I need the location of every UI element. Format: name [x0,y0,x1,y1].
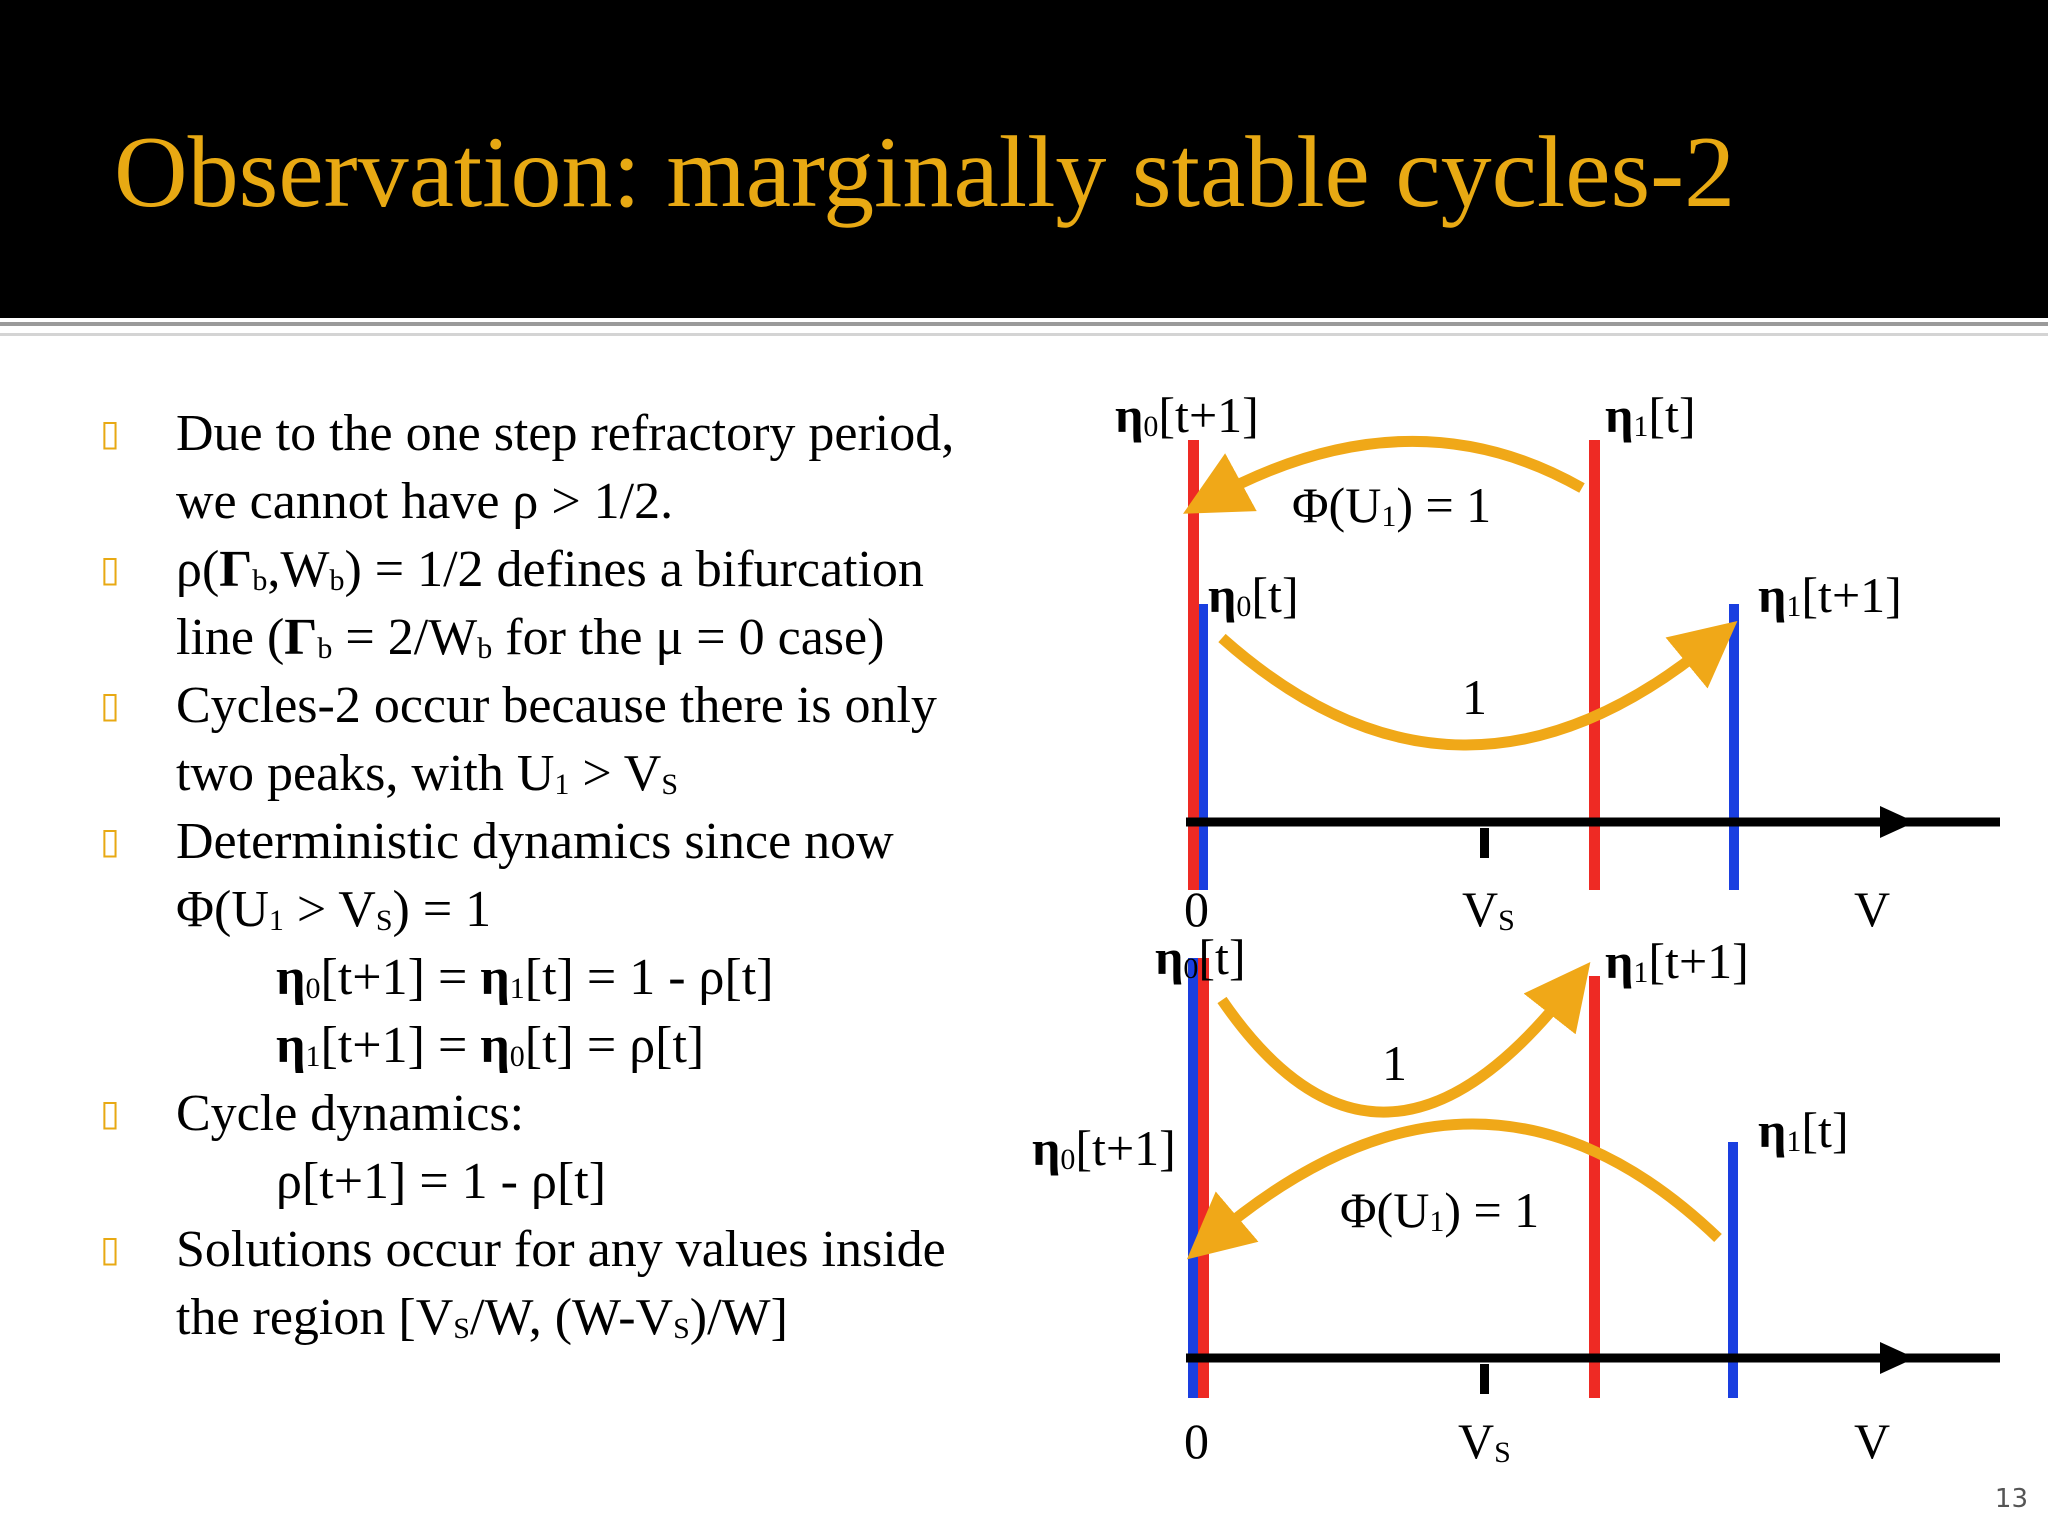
red-bar [1589,976,1600,1398]
blue-bar [1728,1142,1738,1398]
equation: η0[t+1] = η1[t] = 1 - ρ[t] [100,944,1040,1012]
bullet-item: ▯ Cycle dynamics: [100,1080,1040,1148]
axis-zero-label: 0 [1184,1413,1209,1469]
phi-arrow [1183,435,1585,514]
equation: ρ[t+1] = 1 - ρ[t] [100,1148,1040,1216]
unit-label: 1 [1382,1035,1407,1091]
bullet-icon: ▯ [100,549,120,590]
axis-zero-label: 0 [1184,881,1209,937]
eta0-t-label: η0[t] [1208,567,1299,623]
axis-v-label: V [1854,881,1891,937]
bullet-item: ▯ Due to the one step refractory period, [100,400,1040,468]
eta0-t1-label: η0[t+1] [1115,387,1259,443]
bullet-continuation: two peaks, with U1 > VS [100,740,1040,808]
equation: η1[t+1] = η0[t] = ρ[t] [100,1012,1040,1080]
eta1-t-label: η1[t] [1758,1102,1849,1158]
phi-label: Φ(U1) = 1 [1340,1182,1540,1238]
bullet-continuation: line (Γb = 2/Wb for the μ = 0 case) [100,604,1040,672]
bullet-item: ▯ ρ(Γb,Wb) = 1/2 defines a bifurcation [100,536,1040,604]
axis-arrow-icon [1880,1342,1915,1374]
unit-arrow [1218,621,1738,751]
bullet-text: Φ(U1 > VS) = 1 [176,881,492,938]
equation-text: ρ[t+1] = 1 - ρ[t] [276,1153,607,1210]
equation-text: η1[t+1] = η0[t] = ρ[t] [276,1017,705,1074]
unit-arrow [1217,962,1591,1118]
bullet-text: we cannot have ρ > 1/2. [176,473,674,530]
eta0-t1-label: η0[t+1] [1032,1120,1176,1176]
axis-vs-label: VS [1458,1413,1511,1469]
eta1-t-label: η1[t] [1605,387,1696,443]
equation-text: η0[t+1] = η1[t] = 1 - ρ[t] [276,949,774,1006]
bullet-continuation: the region [VS/W, (W-VS)/W] [100,1284,1040,1352]
phi-arrow [1186,1118,1722,1260]
red-bar [1198,958,1209,1398]
bullet-icon: ▯ [100,1093,120,1134]
axis-v-label: V [1854,1413,1891,1469]
bullet-text: Solutions occur for any values inside [176,1221,946,1278]
vs-tick [1480,828,1489,858]
divider [0,333,2048,336]
bullet-continuation: Φ(U1 > VS) = 1 [100,876,1040,944]
eta1-t1-label: η1[t+1] [1758,567,1902,623]
axis-vs-label: VS [1462,881,1515,937]
eta1-t1-label: η1[t+1] [1605,933,1749,989]
divider [0,322,2048,326]
bullet-icon: ▯ [100,821,120,862]
red-bar [1188,440,1199,890]
bullet-text: the region [VS/W, (W-VS)/W] [176,1289,788,1346]
bullet-icon: ▯ [100,685,120,726]
blue-bar [1729,604,1739,890]
vs-tick [1480,1364,1489,1394]
blue-bar [1199,604,1208,890]
bullet-text: Cycles-2 occur because there is only [176,677,937,734]
cycle-diagram: η0[t+1] η1[t] Φ(U1) = 1 η0[t] η1[t+1] 1 … [1000,370,2000,1500]
bullet-list: ▯ Due to the one step refractory period,… [100,400,1040,1352]
bullet-continuation: we cannot have ρ > 1/2. [100,468,1040,536]
blue-bar [1188,958,1198,1398]
cycle-diagram-graphics [1183,435,2000,1398]
bullet-text: ρ(Γb,Wb) = 1/2 defines a bifurcation [176,541,924,598]
phi-label: Φ(U1) = 1 [1292,477,1492,533]
bullet-icon: ▯ [100,413,120,454]
eta0-t-label: η0[t] [1155,929,1246,985]
bullet-item: ▯ Solutions occur for any values inside [100,1216,1040,1284]
page-number: 13 [1994,1484,2028,1514]
bullet-icon: ▯ [100,1229,120,1270]
title-bar: Observation: marginally stable cycles-2 [0,0,2048,318]
bullet-text: Cycle dynamics: [176,1085,525,1142]
red-bar [1589,440,1600,890]
unit-label: 1 [1462,669,1487,725]
bullet-item: ▯ Cycles-2 occur because there is only [100,672,1040,740]
bullet-text: Deterministic dynamics since now [176,813,894,870]
bullet-text: Due to the one step refractory period, [176,405,955,462]
bullet-text: two peaks, with U1 > VS [176,745,679,802]
slide-title: Observation: marginally stable cycles-2 [114,116,1736,229]
bullet-text: line (Γb = 2/Wb for the μ = 0 case) [176,609,885,666]
axis-arrow-icon [1880,806,1915,838]
bullet-item: ▯ Deterministic dynamics since now [100,808,1040,876]
